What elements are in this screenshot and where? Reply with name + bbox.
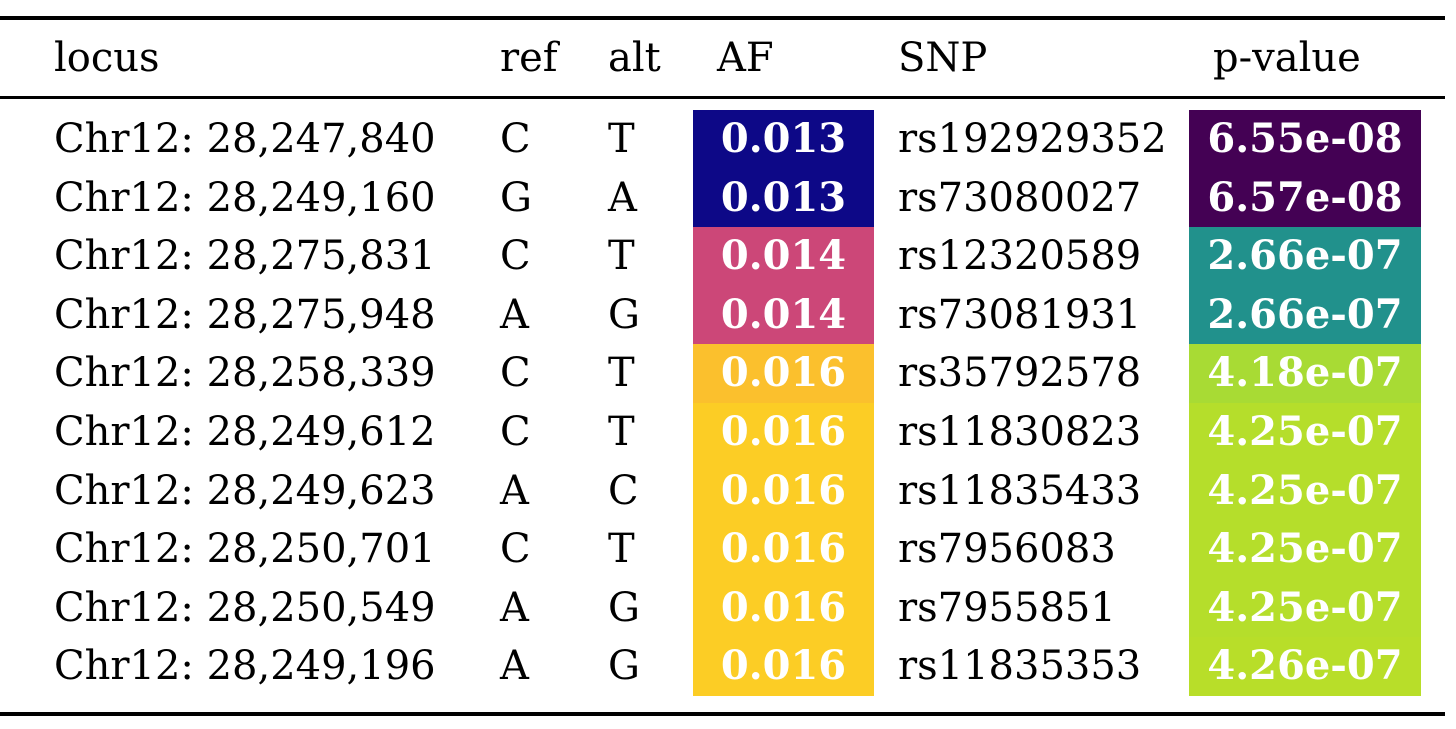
locus-cell: Chr12: 28,275,948 — [54, 291, 436, 338]
ref-cell: C — [500, 233, 531, 280]
snp-cell: rs7956083 — [898, 526, 1116, 573]
bottom-rule — [0, 712, 1445, 716]
pvalue-cell: 4.25e-07 — [1189, 461, 1421, 521]
ref-cell: C — [500, 526, 531, 573]
ref-cell: A — [500, 291, 529, 338]
ref-cell: C — [500, 409, 531, 455]
header-af: AF — [717, 35, 774, 81]
af-cell: 0.013 — [693, 168, 874, 228]
af-cell: 0.016 — [693, 344, 874, 403]
pvalue-cell: 6.55e-08 — [1189, 110, 1421, 169]
ref-cell: C — [500, 116, 531, 162]
alt-cell: T — [608, 409, 635, 455]
ref-cell: A — [500, 584, 529, 631]
ref-cell: C — [500, 350, 531, 397]
alt-cell: C — [608, 467, 639, 514]
snp-cell: rs73081931 — [898, 291, 1142, 338]
header-ref: ref — [500, 35, 558, 81]
ref-cell: A — [500, 643, 529, 690]
pvalue-cell: 4.18e-07 — [1189, 344, 1421, 403]
af-cell: 0.016 — [693, 578, 874, 638]
pvalue-cell: 2.66e-07 — [1189, 227, 1421, 286]
locus-cell: Chr12: 28,249,160 — [54, 174, 436, 221]
snp-cell: rs35792578 — [898, 350, 1142, 397]
ref-cell: G — [500, 174, 532, 221]
snp-cell: rs11835353 — [898, 643, 1142, 690]
locus-cell: Chr12: 28,250,701 — [54, 526, 436, 573]
af-cell: 0.014 — [693, 285, 874, 345]
snp-cell: rs7955851 — [898, 584, 1116, 631]
header-alt: alt — [608, 35, 661, 81]
alt-cell: T — [608, 116, 635, 162]
ref-cell: A — [500, 467, 529, 514]
af-cell: 0.016 — [693, 637, 874, 696]
af-cell: 0.016 — [693, 520, 874, 579]
header-snp: SNP — [898, 35, 988, 81]
header-pvalue: p-value — [1213, 35, 1361, 81]
af-cell: 0.016 — [693, 461, 874, 521]
header-locus: locus — [54, 35, 160, 81]
pvalue-cell: 4.25e-07 — [1189, 403, 1421, 462]
pvalue-cell: 4.25e-07 — [1189, 578, 1421, 638]
snp-cell: rs11830823 — [898, 409, 1142, 455]
alt-cell: G — [608, 291, 640, 338]
alt-cell: G — [608, 643, 640, 690]
locus-cell: Chr12: 28,275,831 — [54, 233, 436, 280]
pvalue-cell: 4.25e-07 — [1189, 520, 1421, 579]
locus-cell: Chr12: 28,249,196 — [54, 643, 436, 690]
locus-cell: Chr12: 28,258,339 — [54, 350, 436, 397]
alt-cell: T — [608, 233, 635, 280]
alt-cell: T — [608, 526, 635, 573]
alt-cell: G — [608, 584, 640, 631]
pvalue-cell: 6.57e-08 — [1189, 168, 1421, 228]
locus-cell: Chr12: 28,249,612 — [54, 409, 436, 455]
af-cell: 0.013 — [693, 110, 874, 169]
af-cell: 0.016 — [693, 403, 874, 462]
pvalue-cell: 2.66e-07 — [1189, 285, 1421, 345]
snp-cell: rs73080027 — [898, 174, 1142, 221]
snp-cell: rs11835433 — [898, 467, 1142, 514]
snp-cell: rs12320589 — [898, 233, 1142, 280]
locus-cell: Chr12: 28,250,549 — [54, 584, 436, 631]
alt-cell: T — [608, 350, 635, 397]
snp-cell: rs192929352 — [898, 116, 1167, 162]
alt-cell: A — [608, 174, 637, 221]
af-cell: 0.014 — [693, 227, 874, 286]
top-rule — [0, 16, 1445, 20]
locus-cell: Chr12: 28,247,840 — [54, 116, 436, 162]
pvalue-cell: 4.26e-07 — [1189, 637, 1421, 696]
locus-cell: Chr12: 28,249,623 — [54, 467, 436, 514]
header-rule — [0, 96, 1445, 99]
